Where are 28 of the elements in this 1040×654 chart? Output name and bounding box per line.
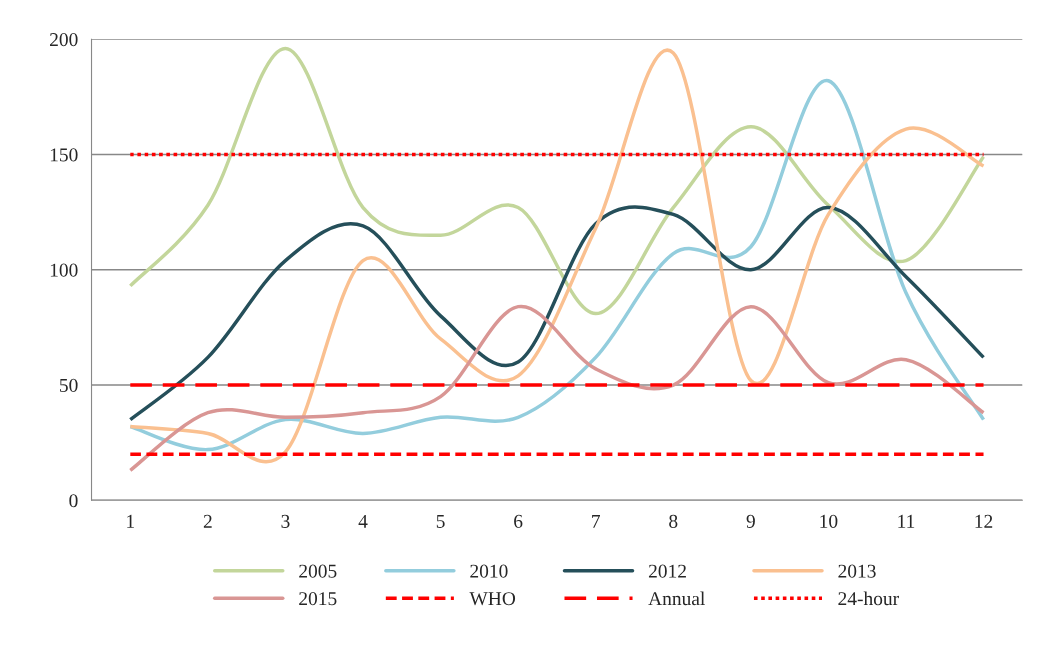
x-tick-label: 9 [746,514,755,528]
x-tick-label: 2 [203,514,212,528]
legend-label: 2005 [299,564,337,578]
legend-label: 2015 [299,592,337,606]
x-tick-label: 5 [436,514,445,528]
legend-label: 2010 [470,564,508,578]
legend-label: Annual [648,591,705,606]
y-tick-label: 50 [60,378,78,392]
x-tick-label: 8 [669,514,678,528]
y-tick-label: 0 [69,494,78,508]
line-series [128,205,986,422]
x-tick-label: 7 [592,514,601,528]
legend-label: 2013 [838,564,876,578]
x-tick-label: 1 [127,514,134,528]
x-tick-label: 6 [514,514,523,528]
x-tick-label: 11 [898,514,915,528]
x-tick-label: 12 [975,514,993,528]
x-tick-label: 4 [358,514,368,528]
legend-label: WHO [469,592,516,606]
line-series [128,304,986,473]
x-tick-label: 3 [281,514,290,528]
legend-label: 2012 [648,564,686,578]
x-tick-label: 10 [820,514,838,528]
line-series [128,46,986,316]
y-tick-label: 150 [50,148,78,162]
y-tick-label: 100 [50,263,78,277]
y-tick-label: 200 [50,33,78,47]
legend-label: 24-hour [838,591,899,606]
